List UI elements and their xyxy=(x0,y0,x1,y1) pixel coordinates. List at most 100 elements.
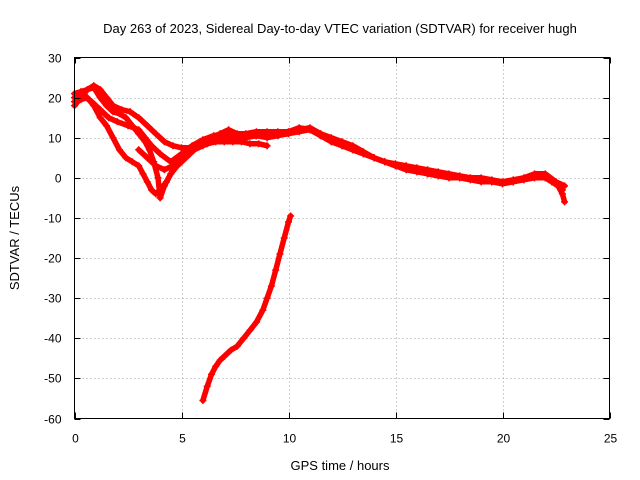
data-point-marker xyxy=(103,94,111,102)
data-point-marker xyxy=(233,342,241,350)
data-point-marker xyxy=(561,198,569,206)
data-point-marker xyxy=(148,186,156,194)
data-point-marker xyxy=(135,162,143,170)
data-point-marker xyxy=(160,138,168,146)
series-track-e xyxy=(135,126,241,174)
data-point-marker xyxy=(163,178,171,186)
data-point-marker xyxy=(246,326,254,334)
axis-ticks: 0 5 10 15 20 25 30 20 10 0 -10 -20 -30 -40 -50 -60 xyxy=(44,52,617,446)
data-point-marker xyxy=(207,370,215,378)
data-point-marker xyxy=(263,142,271,150)
data-point-marker xyxy=(105,114,113,122)
data-point-marker xyxy=(287,212,295,220)
data-point-marker xyxy=(220,138,228,146)
data-point-marker xyxy=(118,106,126,114)
y-tick-label: -30 xyxy=(44,292,62,306)
data-point-marker xyxy=(178,144,185,152)
data-point-marker xyxy=(225,126,233,134)
y-tick-label: 10 xyxy=(48,132,62,146)
data-point-marker xyxy=(124,122,132,130)
data-point-marker xyxy=(113,118,121,126)
data-point-marker xyxy=(109,102,117,110)
data-point-marker xyxy=(402,162,410,170)
data-point-marker xyxy=(212,138,220,146)
data-point-marker xyxy=(115,146,123,154)
data-point-marker xyxy=(520,174,528,182)
data-point-marker xyxy=(252,128,260,136)
data-point-marker xyxy=(552,178,560,186)
data-point-marker xyxy=(96,86,104,94)
series-track-f xyxy=(199,212,295,404)
data-point-marker xyxy=(229,138,237,146)
data-point-marker xyxy=(263,294,271,302)
data-point-marker xyxy=(338,138,346,146)
x-tick-label: 10 xyxy=(283,432,297,446)
data-point-marker xyxy=(434,168,442,176)
data-point-marker xyxy=(445,170,453,178)
data-point-marker xyxy=(190,142,198,150)
data-point-marker xyxy=(169,142,177,150)
data-point-marker xyxy=(207,134,215,142)
data-point-marker xyxy=(541,170,549,178)
data-point-marker xyxy=(103,122,111,130)
chart-title: Day 263 of 2023, Sidereal Day-to-day VTE… xyxy=(103,21,577,36)
y-tick-label: -60 xyxy=(44,413,62,427)
data-point-marker xyxy=(148,142,156,150)
x-tick-label: 20 xyxy=(497,432,511,446)
data-point-marker xyxy=(156,194,164,202)
y-tick-label: 20 xyxy=(48,92,62,106)
data-point-marker xyxy=(160,166,168,174)
data-point-marker xyxy=(88,98,96,106)
series-trace xyxy=(200,213,294,404)
data-point-marker xyxy=(152,162,160,170)
data-point-marker xyxy=(139,170,147,178)
data-point-marker xyxy=(96,94,104,102)
data-point-marker xyxy=(227,346,235,354)
data-point-marker xyxy=(178,158,185,166)
series-trace xyxy=(71,92,568,189)
data-point-marker xyxy=(212,362,220,370)
data-point-marker xyxy=(359,148,367,156)
data-point-marker xyxy=(135,114,143,122)
data-point-marker xyxy=(276,250,284,258)
data-point-marker xyxy=(237,138,245,146)
data-point-marker xyxy=(424,166,432,174)
data-point-marker xyxy=(306,126,314,134)
data-point-marker xyxy=(280,234,288,242)
data-point-marker xyxy=(263,134,271,142)
y-tick-label: -50 xyxy=(44,372,62,386)
data-point-marker xyxy=(216,130,224,138)
data-point-marker xyxy=(295,124,303,132)
data-point-marker xyxy=(240,334,248,342)
data-point-marker xyxy=(488,176,496,184)
data-point-marker xyxy=(477,174,485,182)
data-point-marker xyxy=(252,318,260,326)
x-tick-label: 0 xyxy=(72,432,79,446)
data-point-marker xyxy=(90,82,98,90)
data-point-marker xyxy=(143,122,151,130)
x-tick-label: 5 xyxy=(179,432,186,446)
data-point-marker xyxy=(531,170,539,178)
data-point-marker xyxy=(274,128,282,136)
data-point-marker xyxy=(392,160,399,168)
data-point-marker xyxy=(141,134,149,142)
data-point-marker xyxy=(499,178,506,186)
data-point-marker xyxy=(156,186,164,194)
data-point-marker xyxy=(154,174,162,182)
data-point-marker xyxy=(169,162,177,170)
data-point-marker xyxy=(203,382,211,390)
data-point-marker xyxy=(156,150,164,158)
data-point-marker xyxy=(466,174,474,182)
data-point-marker xyxy=(199,396,207,404)
data-point-marker xyxy=(242,130,250,138)
data-point-marker xyxy=(135,126,143,134)
data-point-marker xyxy=(109,108,117,116)
x-axis-label: GPS time / hours xyxy=(291,458,390,473)
data-point-marker xyxy=(109,134,117,142)
data-point-marker xyxy=(126,108,134,116)
y-tick-label: 30 xyxy=(48,52,62,66)
plot-frame xyxy=(74,57,610,419)
data-point-marker xyxy=(317,130,325,138)
data-point-marker xyxy=(152,130,160,138)
data-point-marker xyxy=(267,282,275,290)
